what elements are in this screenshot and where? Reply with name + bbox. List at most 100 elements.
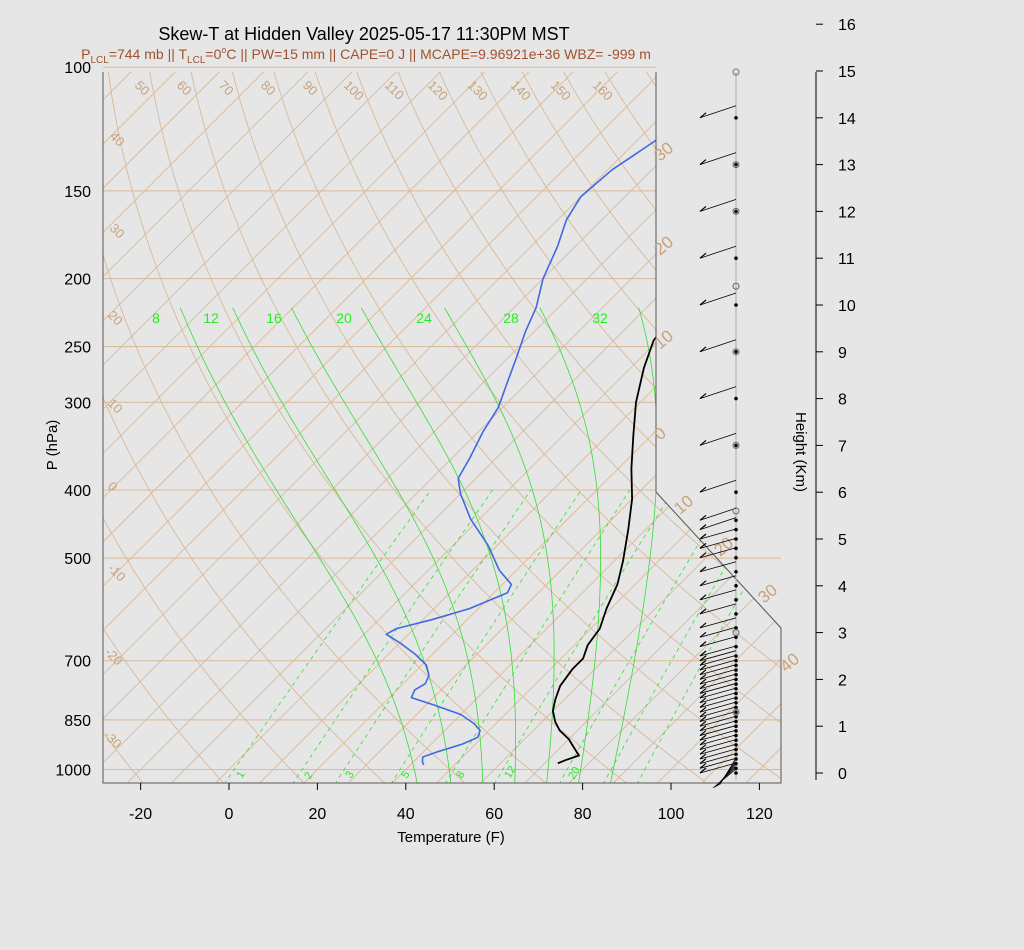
- mixing-ratio-label: 2: [302, 770, 315, 781]
- y-tick-label: 200: [64, 272, 91, 289]
- mixing-ratio-label: 20: [566, 765, 583, 782]
- subtitle-plcl-sub: LCL: [90, 55, 109, 66]
- moist-adiabat-line: [360, 307, 516, 783]
- isotherm-line: [478, 72, 781, 783]
- wind-barb-staff: [699, 706, 737, 718]
- isotherm-line: [103, 72, 462, 783]
- wind-barb-flag: [699, 566, 707, 573]
- wind-level-dot: [734, 752, 738, 757]
- wind-barb-staff: [699, 507, 737, 521]
- wind-level-dot: [734, 303, 738, 307]
- mixing-ratio-label: 8: [454, 769, 467, 780]
- y-tick-label: 850: [64, 713, 91, 730]
- isotherm-line: [103, 72, 108, 783]
- wind-barb-staff: [699, 757, 737, 769]
- isotherm-line: [833, 52, 1024, 785]
- wind-level-dot: [734, 696, 738, 700]
- wind-barb-staff: [699, 636, 737, 648]
- wind-level-dot: [734, 546, 738, 551]
- wind-level-dot: [734, 116, 738, 120]
- moist-adiabat-label: 32: [592, 310, 608, 326]
- wind-level-dot: [734, 654, 738, 658]
- mixing-ratio-label: 3: [343, 769, 356, 780]
- wind-barb-flag: [699, 697, 707, 704]
- isotherm-line: [523, 72, 781, 783]
- wind-level-dot: [734, 626, 738, 630]
- subtitle-tlcl-sub: LCL: [187, 55, 206, 66]
- subtitle-degree: o: [221, 45, 226, 55]
- wind-barb-flag: [699, 706, 707, 713]
- wind-barb-staff: [699, 105, 737, 119]
- height-tick-label: 16: [838, 17, 856, 34]
- dry-adiabat-line: [103, 72, 226, 783]
- isotherm-line: [0, 52, 19, 785]
- wind-calm-circle: [732, 161, 740, 169]
- dry-adiabat-line: [189, 72, 710, 783]
- dry-adiabat-line: [1014, 67, 1024, 784]
- wind-barb-flag: [699, 748, 707, 755]
- wind-barb-staff: [699, 245, 737, 259]
- y-tick-label: 700: [64, 654, 91, 671]
- wind-level-dot: [734, 668, 738, 672]
- moist-adiabat-line: [232, 307, 452, 783]
- wind-barb-staff: [699, 528, 737, 540]
- isotherm-line: [103, 72, 771, 783]
- wind-barb-staff: [699, 729, 737, 741]
- moist-adiabat-line: [444, 307, 555, 783]
- wind-level-dot: [734, 612, 738, 616]
- mixing-ratio-line: [334, 489, 532, 783]
- isotherm-line: [921, 52, 1024, 785]
- moist-adiabat-label: 8: [152, 310, 160, 326]
- wind-barb-flag: [699, 608, 707, 615]
- subtitle-plcl-label: P: [81, 46, 90, 62]
- height-tick-label: 4: [838, 579, 847, 596]
- wind-barb-staff: [699, 547, 737, 559]
- wind-level-dot: [734, 555, 738, 560]
- y-tick-label: 150: [64, 184, 91, 201]
- isotherm-line: [103, 72, 683, 783]
- wind-level-dot: [734, 658, 738, 663]
- wind-level-dot: [734, 443, 738, 448]
- x-tick-label: 120: [746, 806, 773, 823]
- y-tick-label: 1000: [55, 763, 91, 780]
- wind-calm-circle: [732, 708, 740, 716]
- wind-barb-staff: [699, 753, 737, 765]
- wind-level-dot: [734, 490, 738, 495]
- height-tick-label: 14: [838, 111, 856, 128]
- wind-barb-flag: [699, 655, 707, 662]
- wind-level-dot: [734, 162, 738, 167]
- moist-adiabat-line: [179, 307, 418, 783]
- mixing-ratio-line: [636, 489, 781, 783]
- wind-barb-flag: [699, 664, 707, 671]
- wind-barb-flag: [699, 252, 707, 259]
- dry-adiabat-line: [436, 72, 781, 783]
- height-tick-label: 9: [838, 345, 847, 362]
- isotherm-line: [966, 52, 1024, 785]
- wind-barb-staff: [699, 433, 737, 446]
- wind-barb-column: [699, 68, 740, 789]
- moist-adiabat-label: 24: [416, 310, 432, 326]
- height-tick-label: 11: [838, 251, 855, 268]
- wind-barb-staff: [699, 199, 737, 212]
- isotherm-line: [103, 72, 550, 783]
- height-tick-label: 7: [838, 438, 847, 455]
- wind-level-dot: [734, 518, 738, 523]
- wind-barb-flag: [699, 716, 707, 722]
- wind-level-dot: [734, 569, 738, 574]
- isotherm-line: [103, 72, 285, 783]
- mixing-ratio-label: 5: [399, 769, 412, 780]
- wind-barb-staff: [699, 669, 737, 680]
- wind-calm-circle: [732, 207, 740, 215]
- wind-barb-staff: [699, 589, 737, 601]
- wind-barb-flag: [699, 753, 707, 760]
- subtitle-plcl-value: =744 mb || T: [109, 46, 188, 62]
- wind-barb-flag: [699, 514, 707, 521]
- wind-level-dot: [734, 701, 738, 705]
- wind-calm-circle: [732, 282, 740, 290]
- isotherm-line: [567, 72, 781, 783]
- wind-calm-circle: [732, 441, 740, 449]
- dry-adiabat-line: [103, 72, 306, 783]
- wind-barb-flag: [699, 734, 707, 741]
- wind-level-dot: [734, 672, 738, 677]
